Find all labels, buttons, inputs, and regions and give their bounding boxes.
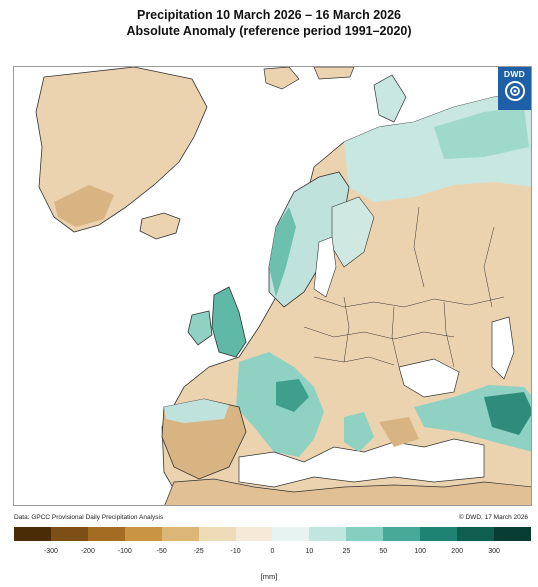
map-canvas bbox=[14, 67, 531, 505]
legend-swatch bbox=[383, 527, 421, 541]
legend-swatch bbox=[235, 527, 273, 541]
dwd-logo-text: DWD bbox=[503, 69, 526, 79]
ireland bbox=[187, 310, 213, 346]
caspian-sea bbox=[491, 316, 515, 380]
legend-swatch bbox=[50, 527, 88, 541]
north-russia-wet-core bbox=[434, 107, 529, 159]
legend-color-bar bbox=[14, 527, 531, 541]
greenland-dry-patch bbox=[54, 185, 114, 227]
legend-unit-label: [mm] bbox=[260, 572, 278, 581]
aegean-dry-patch bbox=[379, 417, 419, 447]
legend-swatch bbox=[198, 527, 236, 541]
data-source-credit: Data: GPCC Provisional Daily Precipitati… bbox=[14, 514, 164, 521]
dwd-logo: DWD bbox=[498, 67, 531, 110]
legend-swatch bbox=[161, 527, 199, 541]
legend-swatch bbox=[272, 527, 310, 541]
black-sea bbox=[398, 358, 460, 398]
map-title-line1: Precipitation 10 March 2026 – 16 March 2… bbox=[136, 8, 402, 22]
svalbard-islands bbox=[263, 67, 300, 90]
legend-tick: -200 bbox=[80, 548, 95, 555]
legend-swatch bbox=[87, 527, 125, 541]
legend-tick: 0 bbox=[270, 548, 275, 555]
caucasus-wet-core bbox=[484, 392, 531, 435]
balkan-wet-patch bbox=[344, 412, 374, 452]
dwd-spiral-icon bbox=[504, 81, 525, 101]
legend-tick: 10 bbox=[305, 548, 314, 555]
legend-tick: 300 bbox=[488, 548, 500, 555]
precipitation-anomaly-map bbox=[13, 66, 532, 506]
legend-tick: 200 bbox=[451, 548, 463, 555]
norway-coast-wet bbox=[269, 207, 296, 297]
legend-tick: -10 bbox=[230, 548, 241, 555]
copyright-credit: © DWD, 17 March 2026 bbox=[458, 514, 528, 521]
legend-swatch bbox=[124, 527, 162, 541]
legend-tick: -300 bbox=[43, 548, 58, 555]
legend-tick: 25 bbox=[342, 548, 351, 555]
north-africa bbox=[164, 478, 531, 505]
baltic-sea bbox=[313, 236, 337, 298]
legend-tick: -25 bbox=[193, 548, 204, 555]
great-britain bbox=[211, 286, 247, 358]
iceland-landmass bbox=[139, 212, 181, 240]
map-title-line2: Absolute Anomaly (reference period 1991–… bbox=[126, 24, 412, 38]
legend-swatch bbox=[346, 527, 384, 541]
novaya-zemlya bbox=[373, 74, 407, 123]
mediterranean-sea bbox=[238, 438, 485, 488]
country-borders bbox=[303, 206, 505, 368]
legend-swatch bbox=[457, 527, 494, 541]
legend-tick: -50 bbox=[156, 548, 167, 555]
legend-tick: 50 bbox=[379, 548, 388, 555]
legend-swatch bbox=[420, 527, 458, 541]
legend-swatch bbox=[493, 527, 531, 541]
legend-tick: -100 bbox=[117, 548, 132, 555]
legend-tick: 100 bbox=[414, 548, 427, 555]
franz-josef-land bbox=[313, 67, 355, 80]
legend-swatch bbox=[14, 527, 51, 541]
legend-swatch bbox=[309, 527, 347, 541]
legend-tick-labels: -300 -200 -100 -50 -25 -10 0 10 25 50 100 200 300 bbox=[14, 548, 531, 560]
iberia-wet-north bbox=[164, 399, 229, 423]
alps-wet-core bbox=[276, 379, 309, 412]
